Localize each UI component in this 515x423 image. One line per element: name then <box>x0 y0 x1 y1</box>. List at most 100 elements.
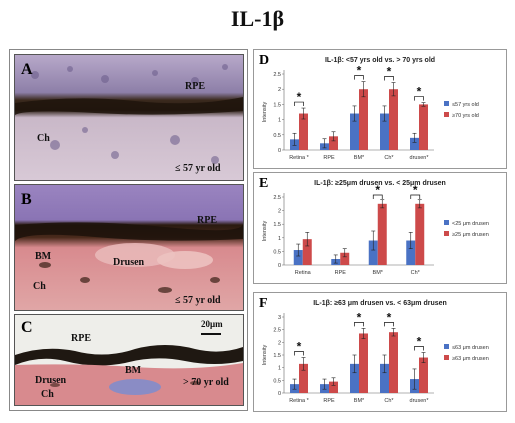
x-tick-label: Ch* <box>411 270 421 276</box>
chart-e: IL-1β: ≥25μm drusen vs. < 25μm drusen Int… <box>262 180 489 276</box>
micrograph-a-letter: A <box>21 61 33 78</box>
bar <box>329 136 338 150</box>
y-tick-label: 2 <box>278 340 281 346</box>
label-scale-c: 20μm <box>201 319 223 329</box>
y-axis-label: Intensity <box>262 345 268 366</box>
significance-bracket <box>384 322 394 327</box>
bar <box>340 252 350 265</box>
legend-swatch <box>444 220 449 225</box>
label-bm-c: BM <box>125 365 142 376</box>
y-tick-label: 0 <box>278 263 281 269</box>
significance-bracket <box>410 194 421 199</box>
bar <box>350 363 359 393</box>
y-tick-label: 2.5 <box>273 195 281 201</box>
label-rpe-c: RPE <box>71 333 91 344</box>
micrograph-a-image <box>15 55 243 180</box>
x-tick-label: Retina * <box>289 398 309 404</box>
y-tick-label: 2 <box>278 209 281 215</box>
significance-star: * <box>387 310 392 324</box>
significance-bracket <box>354 322 364 327</box>
label-drusen-c: Drusen <box>35 375 67 386</box>
label-rpe-a: RPE <box>185 81 205 92</box>
label-rpe-b: RPE <box>197 215 217 226</box>
y-tick-label: 1 <box>278 118 281 124</box>
bar <box>299 113 308 150</box>
bar <box>380 113 389 150</box>
significance-bracket <box>372 194 383 199</box>
micrograph-c: C 20μm RPE BM Drusen Ch > 70 yr old <box>14 314 244 406</box>
chart-d: IL-1β: <57 yrs old vs. > 70 yrs old Inten… <box>262 57 479 161</box>
bar <box>359 89 368 150</box>
micrograph-panel: A RPE Ch ≤ 57 yr old <box>9 49 248 411</box>
legend-label: ≥70 yrs old <box>452 113 479 119</box>
significance-bracket <box>294 351 304 356</box>
chart-panel-d: D IL-1β: <57 yrs old vs. > 70 yrs old Int… <box>253 49 507 169</box>
chart-f-letter: F <box>259 296 268 311</box>
significance-bracket <box>354 75 364 80</box>
x-tick-label: drusen* <box>410 398 430 404</box>
legend-swatch <box>444 355 449 360</box>
significance-star: * <box>357 310 362 324</box>
label-age-b: ≤ 57 yr old <box>175 295 221 306</box>
bar <box>377 203 387 265</box>
micrograph-b-image <box>15 185 243 310</box>
legend-label: ≤57 yrs old <box>452 102 479 108</box>
significance-bracket <box>384 76 394 81</box>
y-tick-label: 2.5 <box>273 72 281 78</box>
y-tick-label: 2 <box>278 87 281 93</box>
x-tick-label: drusen* <box>410 155 430 161</box>
bar <box>389 332 398 393</box>
micrograph-b: B RPE BM Drusen Ch ≤ 57 yr old <box>14 184 244 311</box>
chart-title: IL-1β: <57 yrs old vs. > 70 yrs old <box>325 57 435 64</box>
label-ch-c: Ch <box>41 389 54 400</box>
chart-e-letter: E <box>259 176 269 191</box>
bar <box>299 363 308 393</box>
x-tick-label: Ch* <box>384 398 394 404</box>
bar <box>350 113 359 150</box>
bar <box>380 363 389 393</box>
significance-bracket <box>294 101 304 107</box>
bar <box>302 239 312 265</box>
chart-title: IL-1β: ≥63 μm drusen vs. < 63μm drusen <box>313 300 447 307</box>
figure-title: IL-1β <box>230 6 285 31</box>
significance-star: * <box>417 334 422 348</box>
bar <box>359 333 368 393</box>
x-tick-label: Ch* <box>384 155 394 161</box>
significance-star: * <box>417 85 422 99</box>
significance-bracket <box>414 96 424 101</box>
x-tick-label: RPE <box>323 398 335 404</box>
label-drusen-b: Drusen <box>113 257 145 268</box>
legend-label: <25 μm drusen <box>452 221 489 227</box>
y-tick-label: 0.5 <box>273 133 281 139</box>
significance-star: * <box>297 340 302 354</box>
legend-label: ≤63 μm drusen <box>452 345 489 351</box>
label-age-a: ≤ 57 yr old <box>175 163 221 174</box>
micrograph-c-image <box>15 315 243 405</box>
significance-star: * <box>375 183 380 197</box>
bar <box>419 104 428 150</box>
micrograph-c-letter: C <box>21 319 33 336</box>
label-ch-b: Ch <box>33 281 46 292</box>
legend-label: ≥25 μm drusen <box>452 232 489 238</box>
significance-star: * <box>413 183 418 197</box>
x-tick-label: BM* <box>354 398 365 404</box>
y-tick-label: 0.5 <box>273 249 281 255</box>
chart-f: IL-1β: ≥63 μm drusen vs. < 63μm drusen In… <box>262 300 489 404</box>
label-bm-b: BM <box>35 251 52 262</box>
legend-swatch <box>444 112 449 117</box>
y-tick-label: 1 <box>278 236 281 242</box>
chart-panel-f: F IL-1β: ≥63 μm drusen vs. < 63μm drusen… <box>253 292 507 412</box>
x-tick-label: RPE <box>335 270 347 276</box>
y-axis-label: Intensity <box>262 221 268 242</box>
bar <box>419 357 428 393</box>
legend-swatch <box>444 231 449 236</box>
significance-bracket <box>414 346 424 351</box>
significance-star: * <box>387 65 392 79</box>
chart-panel-e: E IL-1β: ≥25μm drusen vs. < 25μm drusen I… <box>253 172 507 284</box>
y-tick-label: 0.5 <box>273 378 281 384</box>
label-ch-a: Ch <box>37 133 50 144</box>
significance-star: * <box>297 90 302 104</box>
y-tick-label: 0 <box>278 391 281 397</box>
y-tick-label: 1.5 <box>273 222 281 228</box>
y-tick-label: 1.5 <box>273 102 281 108</box>
